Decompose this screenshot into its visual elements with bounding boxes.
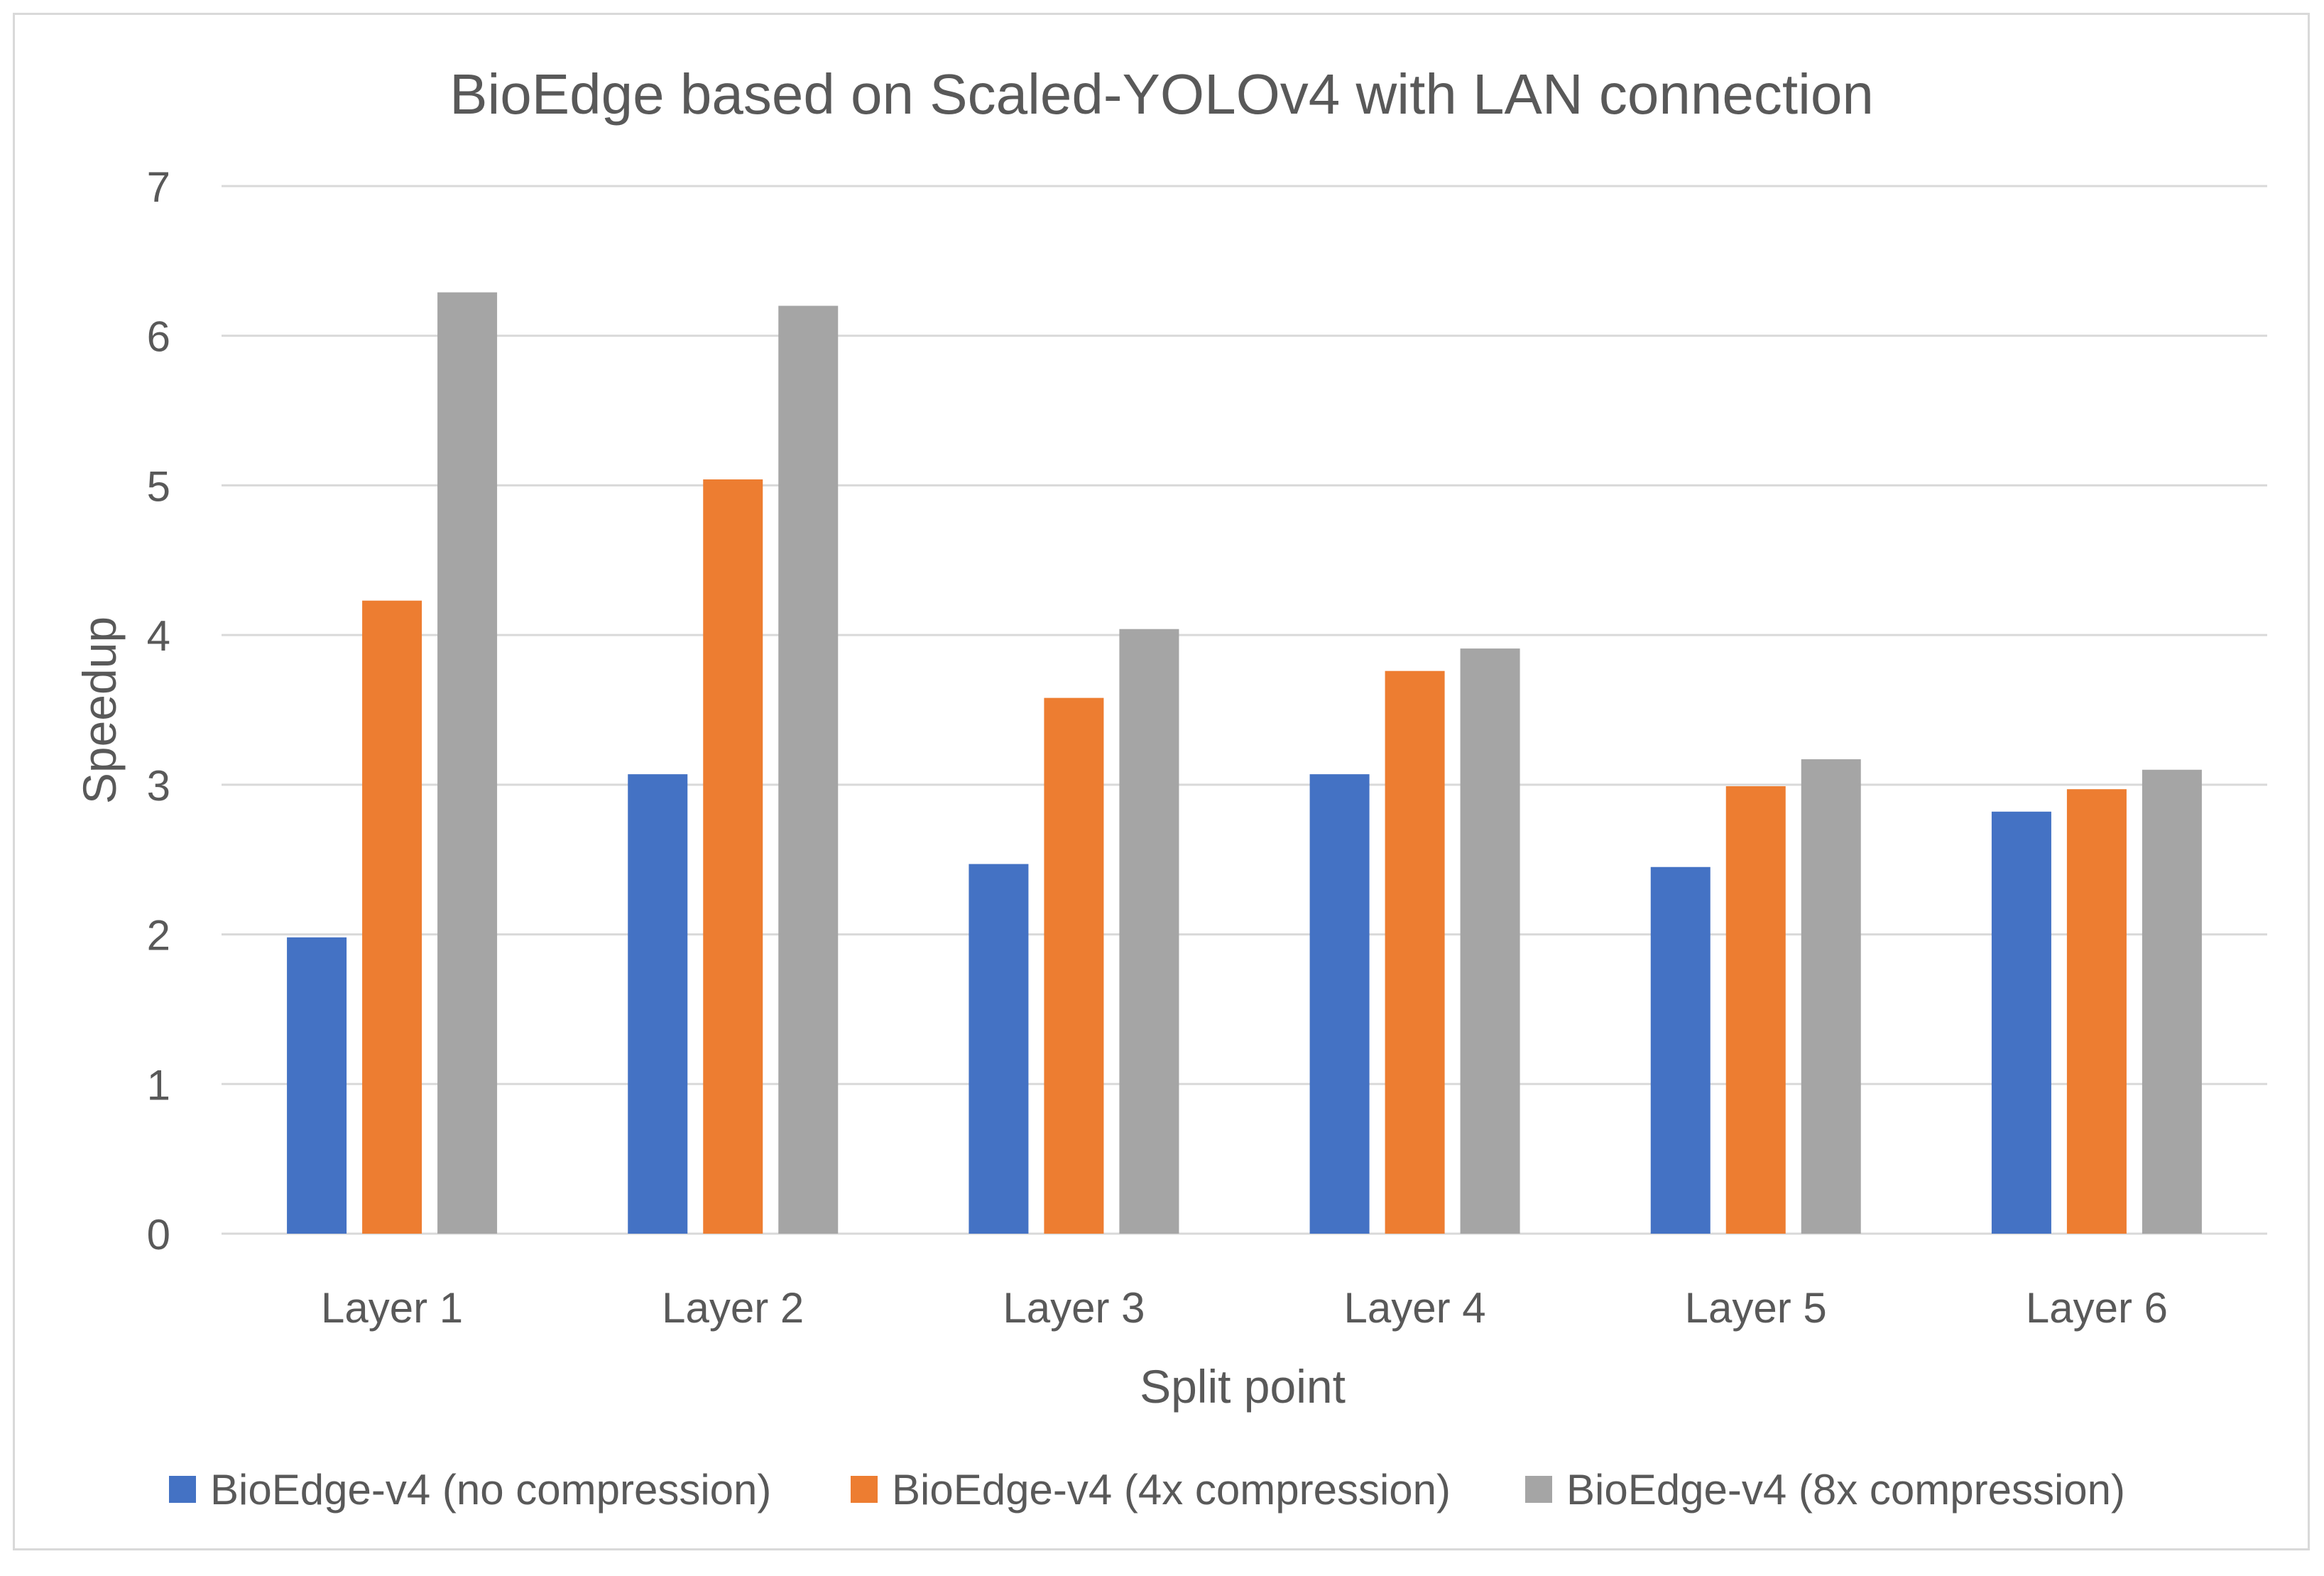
bar-1-series-1: BioEdge-v4 (no compression): 1.98 (287, 937, 347, 1234)
legend-swatch (851, 1476, 878, 1503)
x-tick-label: Layer 6 (2026, 1284, 2168, 1332)
legend-label: BioEdge-v4 (4x compression) (892, 1466, 1451, 1513)
gridlines (222, 185, 2267, 1235)
x-tick-label: Layer 3 (1003, 1284, 1145, 1332)
bar-6-series-3: BioEdge-v4 (8x compression): 3.1 (2142, 769, 2202, 1234)
bar-1-series-2: BioEdge-v4 (4x compression): 4.23 (362, 600, 422, 1234)
bar-1-series-3: BioEdge-v4 (8x compression): 6.29 (437, 292, 498, 1234)
bar-6-series-1: BioEdge-v4 (no compression): 2.82 (1991, 811, 2051, 1234)
bar-2-series-1: BioEdge-v4 (no compression): 3.07 (628, 774, 688, 1234)
bar-5-series-1: BioEdge-v4 (no compression): 2.45 (1650, 866, 1711, 1234)
bars: BioEdge-v4 (no compression): 1.98BioEdge… (287, 292, 2202, 1234)
bar-4-series-1: BioEdge-v4 (no compression): 3.07 (1309, 774, 1370, 1234)
bar-6-series-2: BioEdge-v4 (4x compression): 2.97 (2066, 789, 2127, 1234)
y-tick-label: 6 (147, 313, 170, 361)
bar-4-series-2: BioEdge-v4 (4x compression): 3.76 (1385, 670, 1445, 1234)
x-tick-label: Layer 2 (662, 1284, 804, 1332)
bar-4-series-3: BioEdge-v4 (8x compression): 3.91 (1460, 648, 1520, 1234)
legend: BioEdge-v4 (no compression) BioEdge-v4 (4… (169, 1466, 2125, 1513)
y-tick-label: 1 (147, 1061, 170, 1109)
y-axis-ticks: 0 1 2 3 4 5 6 7 (147, 163, 170, 1259)
legend-label: BioEdge-v4 (no compression) (210, 1466, 771, 1513)
y-tick-label: 5 (147, 462, 170, 510)
x-tick-label: Layer 1 (321, 1284, 463, 1332)
x-tick-label: Layer 4 (1344, 1284, 1486, 1332)
y-tick-label: 7 (147, 163, 170, 211)
bar-5-series-3: BioEdge-v4 (8x compression): 3.17 (1801, 759, 1861, 1234)
y-tick-label: 3 (147, 762, 170, 810)
bar-2-series-2: BioEdge-v4 (4x compression): 5.04 (703, 479, 763, 1234)
bar-3-series-1: BioEdge-v4 (no compression): 2.47 (969, 864, 1029, 1234)
y-axis-label: Speedup (73, 616, 126, 804)
bar-3-series-2: BioEdge-v4 (4x compression): 3.58 (1044, 697, 1104, 1234)
legend-label: BioEdge-v4 (8x compression) (1566, 1466, 2125, 1513)
bar-3-series-3: BioEdge-v4 (8x compression): 4.04 (1119, 629, 1179, 1234)
legend-swatch (169, 1476, 196, 1503)
chart-title: BioEdge based on Scaled-YOLOv4 with LAN … (449, 63, 1874, 126)
y-tick-label: 2 (147, 912, 170, 960)
bar-2-series-3: BioEdge-v4 (8x compression): 6.2 (778, 305, 839, 1234)
x-axis-ticks: Layer 1 Layer 2 Layer 3 Layer 4 Layer 5 Layer… (321, 1284, 2168, 1332)
legend-swatch (1525, 1476, 1552, 1503)
y-tick-label: 0 (147, 1211, 170, 1259)
bar-5-series-2: BioEdge-v4 (4x compression): 2.99 (1725, 786, 1786, 1234)
x-axis-label: Split point (1140, 1360, 1346, 1413)
y-tick-label: 4 (147, 612, 170, 660)
x-tick-label: Layer 5 (1685, 1284, 1827, 1332)
